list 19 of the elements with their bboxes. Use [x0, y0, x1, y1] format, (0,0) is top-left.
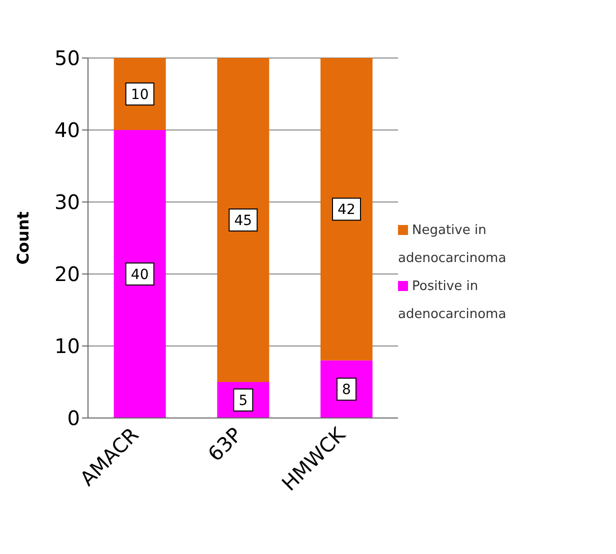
y-tick-label: 20 [54, 262, 80, 286]
bar [114, 130, 166, 418]
y-tick-label: 40 [54, 118, 80, 142]
y-tick-label: 10 [54, 334, 80, 358]
data-label: 42 [338, 202, 356, 218]
bar [217, 58, 270, 382]
y-tick-label: 50 [54, 46, 80, 70]
data-label: 10 [130, 87, 149, 103]
y-tick-label: 30 [54, 190, 80, 214]
data-label: 45 [234, 213, 252, 229]
data-label: 8 [342, 382, 351, 398]
legend-label: Negative in adenocarcinoma [398, 223, 506, 266]
x-tick-label: 63P [203, 422, 247, 466]
data-label: 40 [130, 267, 149, 283]
legend-label: Positive in adenocarcinoma [398, 279, 506, 322]
data-label: 5 [238, 393, 248, 409]
y-tick-label: 0 [67, 406, 80, 430]
y-axis-title: Count [14, 211, 33, 265]
bar [320, 58, 372, 360]
